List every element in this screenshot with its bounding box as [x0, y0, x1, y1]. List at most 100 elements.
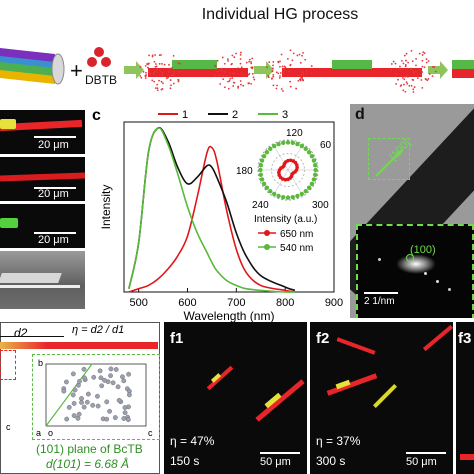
molecule-dot [405, 59, 407, 62]
molecule-dot [421, 65, 424, 68]
molecule-dot [229, 77, 231, 80]
scale-bar [406, 452, 446, 454]
molecule-dot [161, 73, 163, 76]
molecule-dot [423, 66, 426, 69]
molecule-dot [289, 63, 292, 66]
molecule-dot [279, 75, 281, 77]
molecule-dot [248, 72, 251, 75]
molecule-dot [413, 86, 416, 88]
molecule-dot [305, 72, 308, 75]
molecule-dot [169, 87, 172, 90]
molecule-dot [155, 69, 158, 71]
molecule-dot [310, 65, 313, 67]
atom [85, 391, 91, 397]
spacing-label: d(101) = 6.68 Å [46, 457, 130, 471]
polar-point-540 [272, 191, 277, 197]
spectra-chart: c 500 600 700 800 900 Wavelength (nm) Intensity… [92, 107, 343, 323]
polar-point-540 [261, 181, 267, 186]
molecule-dot [394, 62, 397, 65]
molecule-dot [298, 53, 301, 56]
molecule-dot [421, 54, 424, 56]
molecule-dot [161, 71, 164, 74]
molecule-dot [281, 70, 284, 73]
molecule-dot [392, 60, 395, 63]
atom [95, 393, 100, 399]
molecule-dot [226, 58, 229, 60]
polar-point-540 [313, 167, 318, 173]
x-axis-label: Wavelength (nm) [184, 309, 275, 323]
molecule-dot [151, 54, 154, 57]
polar-point-540 [290, 194, 295, 200]
molecule-dot [231, 62, 233, 65]
molecule-dot [220, 69, 223, 72]
atom [113, 367, 119, 372]
plot-frame [123, 121, 335, 293]
molecule-dot [276, 84, 279, 87]
polar-point-540 [258, 167, 263, 173]
molecule-dot [305, 70, 308, 72]
inset-legend-label: 540 nm [280, 243, 313, 254]
molecule-dot [145, 74, 148, 76]
molecule-dot [156, 89, 159, 92]
scale-label: 20 μm [38, 234, 69, 246]
y-axis-label: Intensity [99, 185, 113, 230]
molecule-dot [267, 75, 270, 77]
molecule-dot [240, 83, 242, 86]
molecule-dot [284, 66, 287, 69]
atom [120, 374, 125, 380]
molecule-dot [412, 88, 415, 91]
legend-label: 2 [232, 109, 238, 121]
polar-point-650 [293, 170, 297, 174]
atom [102, 377, 107, 383]
molecule-dot [232, 85, 235, 87]
panel-f2: f2 η = 37% 300 s 50 μm [310, 322, 453, 474]
molecule-dot [399, 65, 401, 68]
polar-point-540 [268, 146, 273, 152]
molecule-dot [237, 85, 240, 88]
molecule-dot [251, 72, 254, 75]
molecule-dot [248, 60, 250, 63]
molecule-dot [408, 85, 411, 87]
molecule-dot [179, 62, 182, 65]
polar-point-540 [276, 193, 281, 199]
molecule-dot [172, 73, 175, 76]
molecule-dot [227, 87, 230, 90]
molecule-dot [168, 63, 170, 66]
molecule-dot [239, 51, 242, 54]
molecule-dot [291, 59, 294, 62]
molecule-dot [250, 82, 253, 85]
atom [95, 403, 101, 409]
atom [82, 375, 87, 381]
molecule-dot [153, 60, 156, 63]
x-tick-label: 500 [129, 297, 147, 309]
time-value: 150 s [170, 454, 200, 468]
molecule-dot [268, 61, 271, 64]
inset-legend-marker [264, 244, 270, 250]
molecule-dot [272, 84, 275, 87]
molecule-dot [412, 69, 414, 72]
molecule-dot [431, 75, 434, 78]
molecule-dot [407, 61, 410, 64]
svg-text:+: + [70, 58, 83, 83]
molecule-dot [270, 77, 273, 80]
molecule-dot [240, 72, 242, 75]
molecule-dot [158, 79, 160, 82]
molecule-dot [227, 80, 229, 83]
molecule-dot [172, 54, 175, 57]
scale-bar [260, 452, 300, 454]
molecule-dot [222, 78, 225, 81]
molecule-dot [214, 64, 216, 67]
saed-inset: (100) 2 1/nm [356, 224, 474, 318]
molecule-dot [177, 79, 180, 82]
axis-c2-label: c [6, 422, 11, 432]
molecule-dot [140, 76, 143, 79]
molecule-dot [222, 74, 225, 77]
panel-label-f1: f1 [170, 330, 184, 347]
molecule-dot [275, 71, 278, 74]
molecule-dot [229, 72, 232, 74]
process-title: Individual HG process [201, 6, 359, 23]
molecule-dot [227, 59, 229, 62]
atom [104, 416, 110, 422]
molecule-dot [153, 73, 155, 76]
molecule-dot [148, 71, 151, 74]
